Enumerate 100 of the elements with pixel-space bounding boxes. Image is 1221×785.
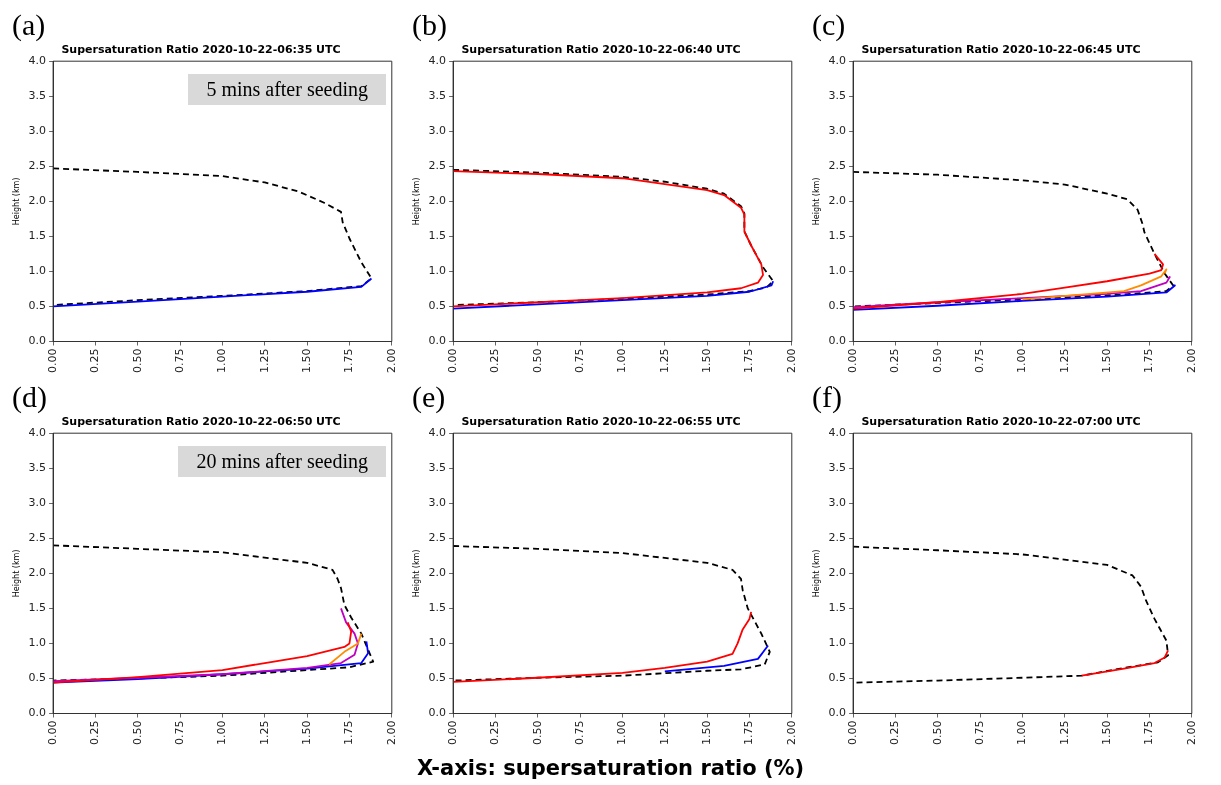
- y-tick-label: 3.5: [828, 461, 847, 475]
- annotation: 20 mins after seeding: [178, 446, 386, 477]
- y-tick-label: 3.5: [428, 89, 447, 103]
- y-tick-label: 1.5: [28, 601, 47, 615]
- x-tick-label: 0.75: [172, 720, 186, 746]
- x-tick-label: 1.75: [342, 348, 356, 374]
- x-tick-label: 0.50: [530, 348, 544, 374]
- x-tick-label: 0.00: [445, 348, 459, 374]
- x-tick-label: 1.00: [1015, 720, 1029, 746]
- x-tick-label: 1.00: [215, 720, 229, 746]
- y-tick-label: 2.5: [828, 531, 847, 545]
- text: (e): [412, 380, 446, 414]
- x-tick-label: 1.50: [1099, 348, 1113, 374]
- x-tick-label: 1.75: [742, 720, 756, 746]
- y-tick-label: 3.0: [28, 496, 47, 510]
- y-tick-label: 1.0: [828, 636, 847, 650]
- y-tick-label: 2.0: [828, 194, 847, 208]
- y-tick-label: 2.5: [828, 159, 847, 173]
- chart-title: Supersaturation Ratio 2020-10-22-06:45 UTC: [861, 43, 1141, 57]
- y-tick-label: 0.5: [28, 671, 47, 685]
- x-tick-label: 0.75: [972, 348, 986, 374]
- x-tick-label: 0.50: [130, 348, 144, 374]
- y-axis-title: Height (km): [411, 549, 421, 598]
- x-tick-label: 1.50: [699, 348, 713, 374]
- text: (f): [812, 380, 842, 414]
- x-tick-label: 1.00: [615, 720, 629, 746]
- y-axis-title: Height (km): [11, 177, 21, 226]
- y-tick-label: 4.0: [28, 54, 47, 68]
- x-tick-label: 0.00: [845, 348, 859, 374]
- y-tick-label: 1.0: [28, 264, 47, 278]
- x-tick-label: 0.00: [445, 720, 459, 746]
- x-tick-label: 1.00: [615, 348, 629, 374]
- x-tick-label: 1.25: [1057, 348, 1071, 374]
- y-tick-label: 3.5: [428, 461, 447, 475]
- x-tick-label: 0.50: [930, 348, 944, 374]
- y-tick-label: 3.0: [28, 124, 47, 138]
- y-tick-label: 1.0: [828, 264, 847, 278]
- x-tick-label: 1.25: [257, 348, 271, 374]
- y-tick-label: 2.5: [28, 531, 47, 545]
- y-axis-title: Height (km): [411, 177, 421, 226]
- x-tick-label: 1.75: [342, 720, 356, 746]
- y-tick-label: 2.0: [428, 194, 447, 208]
- y-tick-label: 3.5: [28, 461, 47, 475]
- x-tick-label: 0.25: [488, 348, 502, 374]
- y-tick-label: 4.0: [428, 426, 447, 440]
- line-series: [853, 545, 1169, 684]
- y-axis-title: Height (km): [11, 549, 21, 598]
- y-tick-label: 2.5: [28, 159, 47, 173]
- x-tick-label: 1.00: [215, 348, 229, 374]
- x-tick-label: 0.25: [88, 348, 102, 374]
- chart-title: Supersaturation Ratio 2020-10-22-06:40 UTC: [461, 43, 741, 57]
- chart-title: Supersaturation Ratio 2020-10-22-07:00 UTC: [861, 415, 1141, 429]
- y-tick-label: 4.0: [428, 54, 447, 68]
- x-tick-label: 0.75: [572, 720, 586, 746]
- x-tick-label: 0.25: [888, 348, 902, 374]
- x-tick-label: 1.25: [657, 720, 671, 746]
- chart-title: Supersaturation Ratio 2020-10-22-06:35 UTC: [61, 43, 341, 57]
- y-tick-label: 2.0: [428, 566, 447, 580]
- chart-title: Supersaturation Ratio 2020-10-22-06:50 UTC: [61, 415, 341, 429]
- y-tick-label: 0.5: [28, 299, 47, 313]
- x-tick-label: 0.00: [45, 720, 59, 746]
- text: (b): [412, 8, 447, 42]
- x-tick-label: 1.75: [1142, 720, 1156, 746]
- y-tick-label: 1.5: [428, 229, 447, 243]
- x-tick-label: 1.50: [299, 348, 313, 374]
- y-tick-label: 0.5: [428, 671, 447, 685]
- x-tick-label: 2.00: [384, 720, 398, 746]
- y-tick-label: 1.5: [428, 601, 447, 615]
- x-tick-label: 1.25: [657, 348, 671, 374]
- y-tick-label: 0.0: [28, 706, 47, 720]
- y-tick-label: 3.0: [828, 124, 847, 138]
- annotation: 5 mins after seeding: [188, 74, 386, 105]
- y-axis-title: Height (km): [811, 177, 821, 226]
- x-tick-label: 0.25: [888, 720, 902, 746]
- y-tick-label: 3.5: [828, 89, 847, 103]
- y-tick-label: 2.0: [828, 566, 847, 580]
- y-tick-label: 0.0: [828, 706, 847, 720]
- y-tick-label: 4.0: [828, 54, 847, 68]
- text: (d): [12, 380, 47, 414]
- line-series: [853, 171, 1175, 308]
- x-tick-label: 0.50: [130, 720, 144, 746]
- x-tick-label: 1.50: [699, 720, 713, 746]
- x-tick-label: 0.75: [972, 720, 986, 746]
- y-tick-label: 2.5: [428, 159, 447, 173]
- x-tick-label: 2.00: [1184, 348, 1198, 374]
- text: (c): [812, 8, 846, 42]
- y-axis-title: Height (km): [811, 549, 821, 598]
- y-tick-label: 0.0: [428, 334, 447, 348]
- y-tick-label: 4.0: [28, 426, 47, 440]
- y-tick-label: 1.0: [28, 636, 47, 650]
- y-tick-label: 0.0: [828, 334, 847, 348]
- x-tick-label: 0.00: [845, 720, 859, 746]
- x-tick-label: 0.75: [572, 348, 586, 374]
- y-tick-label: 3.0: [428, 496, 447, 510]
- y-tick-label: 0.5: [428, 299, 447, 313]
- x-tick-label: 1.25: [1057, 720, 1071, 746]
- y-tick-label: 2.5: [428, 531, 447, 545]
- y-tick-label: 1.5: [828, 229, 847, 243]
- y-tick-label: 1.5: [28, 229, 47, 243]
- y-tick-label: 3.0: [828, 496, 847, 510]
